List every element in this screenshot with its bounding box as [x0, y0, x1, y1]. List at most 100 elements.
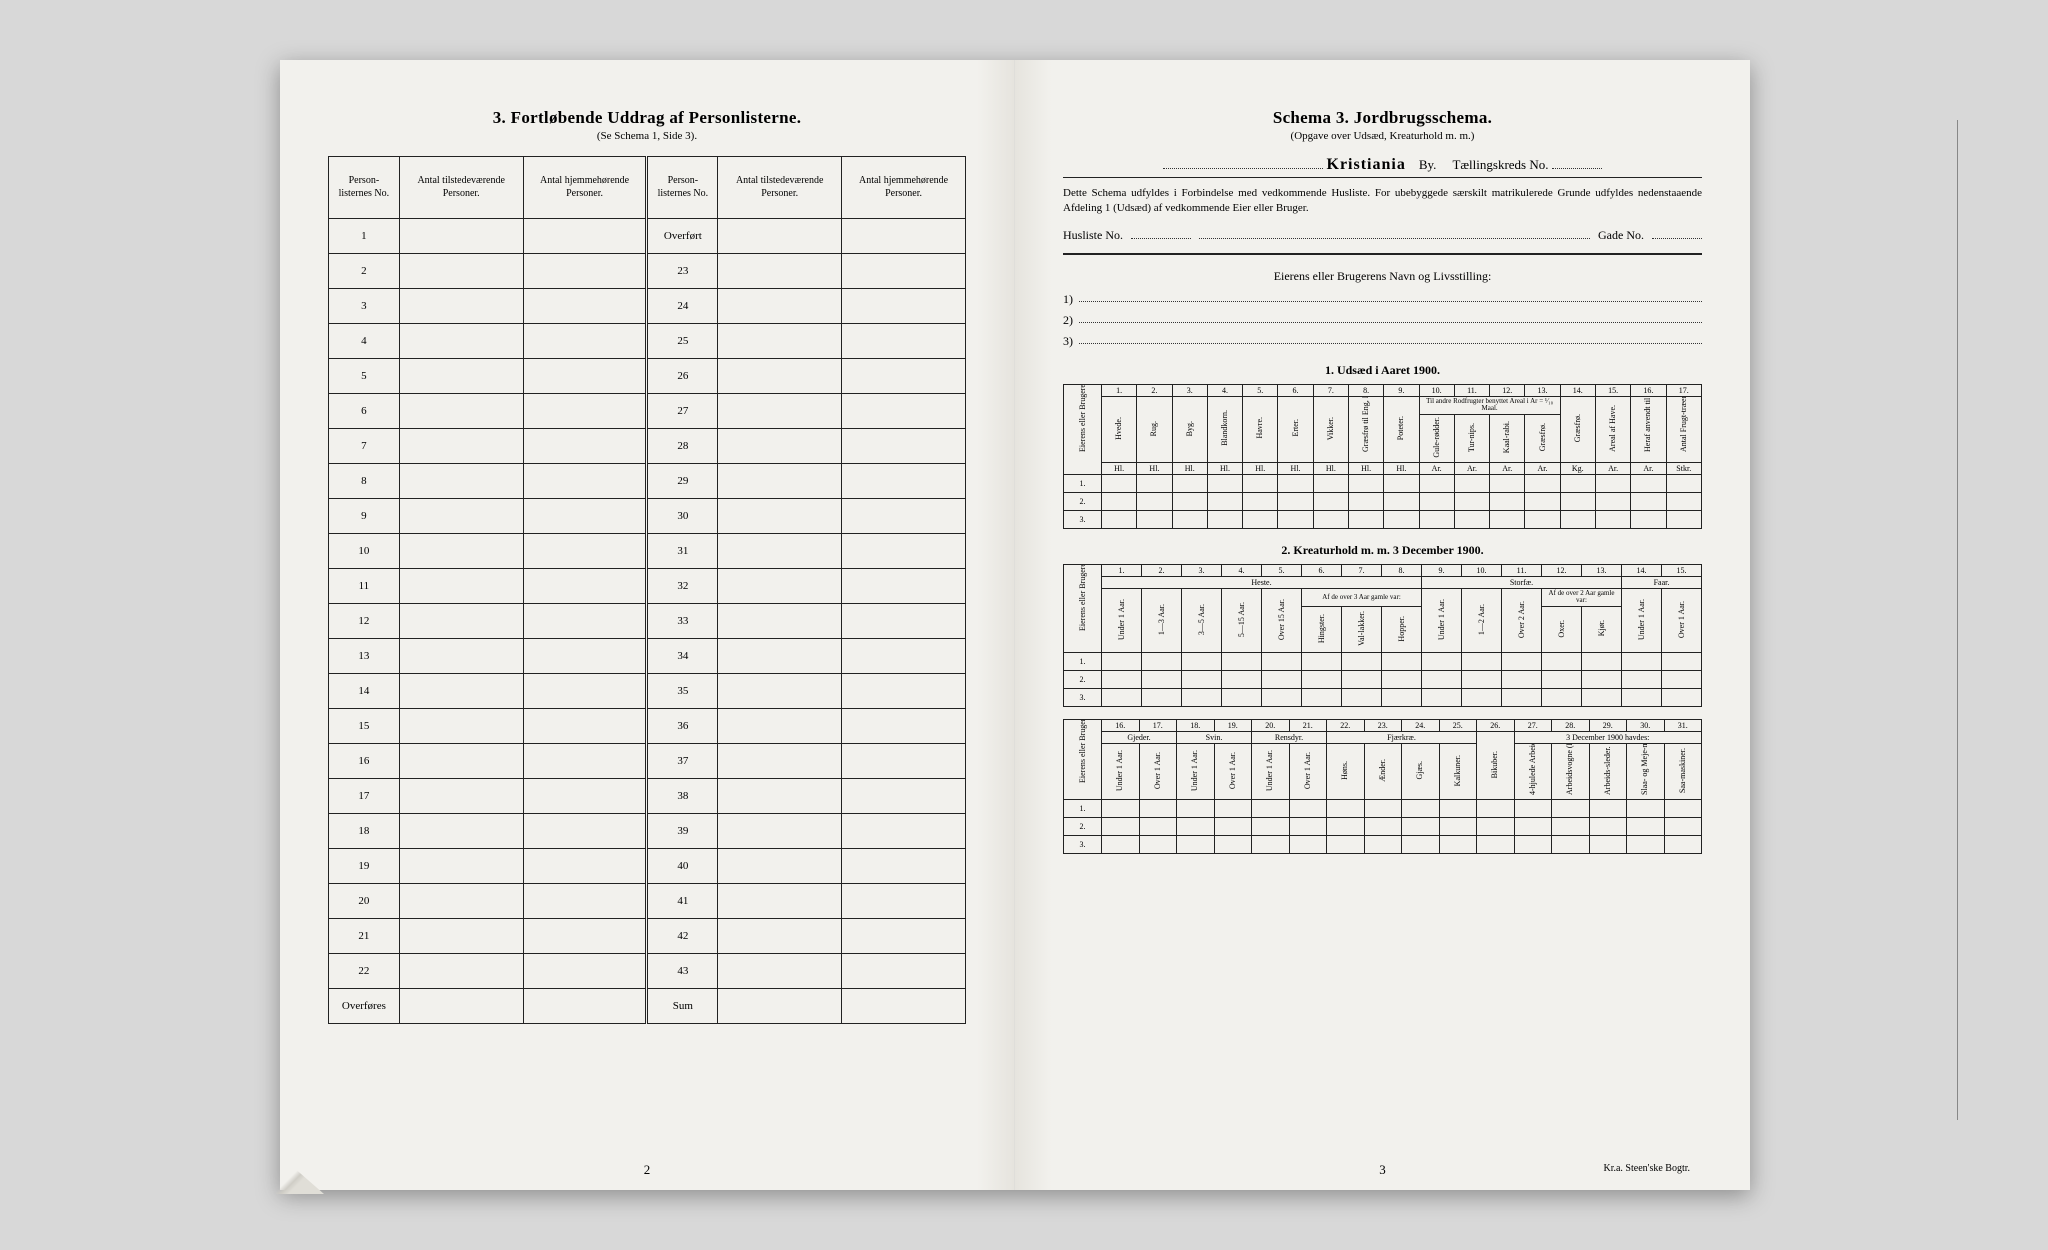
col-header: Arbeids-sleder.: [1589, 744, 1627, 800]
table-row: 3.: [1064, 836, 1702, 854]
col-number: 8.: [1382, 564, 1422, 576]
owner-heading: Eierens eller Brugerens Navn og Livsstil…: [1063, 269, 1702, 284]
col-header: 3—5 Aar.: [1182, 588, 1222, 652]
gade-label: Gade No.: [1598, 228, 1644, 243]
document-spread: 3. Fortløbende Uddrag af Personlisterne.…: [280, 60, 1750, 1190]
header-group-row: Heste.Storfæ.Faar.: [1064, 576, 1702, 588]
col-header: Antal tilstedeværende Personer.: [399, 157, 523, 219]
row-number: 32: [647, 569, 718, 604]
header-group-row: Gjeder.Svin.Rensdyr.Fjærkræ.Bikuber.3 De…: [1064, 732, 1702, 744]
col-header: Ænder.: [1364, 744, 1402, 800]
col-header: Over 2 Aar.: [1502, 588, 1542, 652]
col-number-row: Eierens eller Brugerens Numer.16.17.18.1…: [1064, 720, 1702, 732]
table-row: 14 35: [329, 674, 966, 709]
header-row: Under 1 Aar.1—3 Aar.3—5 Aar.5—15 Aar.Ove…: [1064, 588, 1702, 606]
col-header: 1—2 Aar.: [1462, 588, 1502, 652]
col-number: 31.: [1664, 720, 1702, 732]
col-header: Under 1 Aar.: [1102, 744, 1140, 800]
divider: [1063, 253, 1702, 255]
row-number: 16: [329, 744, 400, 779]
person-extract-table: Person-listernes No. Antal tilstedeværen…: [328, 156, 966, 1024]
row-number: 9: [329, 499, 400, 534]
row-number: 6: [329, 394, 400, 429]
col-header: Høns.: [1327, 744, 1365, 800]
col-header: Byg.: [1172, 396, 1207, 462]
unit-cell: Ar.: [1631, 462, 1666, 474]
section2a-table: Eierens eller Brugerens Numer.1.2.3.4.5.…: [1063, 564, 1702, 707]
col-number: 9.: [1384, 384, 1419, 396]
owner-lines: 1) 2) 3): [1063, 292, 1702, 349]
col-header: Under 1 Aar.: [1422, 588, 1462, 652]
row-number: 18: [329, 814, 400, 849]
table-row: Overføres Sum: [329, 989, 966, 1024]
col-number: 13.: [1582, 564, 1622, 576]
col-header: Rug.: [1137, 396, 1172, 462]
row-number: 1: [329, 219, 400, 254]
col-number: 16.: [1631, 384, 1666, 396]
table-row: 2 23: [329, 254, 966, 289]
col-number: 10.: [1462, 564, 1502, 576]
city-suffix: By.: [1419, 157, 1437, 172]
group-header: Storfæ.: [1422, 576, 1622, 588]
col-number: 17.: [1666, 384, 1702, 396]
col-number: 24.: [1402, 720, 1440, 732]
col-number: 16.: [1102, 720, 1140, 732]
row-number: 33: [647, 604, 718, 639]
row-number: 2.: [1064, 492, 1102, 510]
row-number: 14: [329, 674, 400, 709]
row-number: 15: [329, 709, 400, 744]
col-number: 17.: [1139, 720, 1177, 732]
col-header: Under 1 Aar.: [1622, 588, 1662, 652]
row-number: 20: [329, 884, 400, 919]
col-header: Bikuber.: [1477, 732, 1515, 800]
row-number: 22: [329, 954, 400, 989]
col-header: Val-lakker.: [1342, 607, 1382, 653]
table-row: 10 31: [329, 534, 966, 569]
group-header: Svin.: [1177, 732, 1252, 744]
owner-line-number: 2): [1063, 313, 1073, 328]
row-number: 7: [329, 429, 400, 464]
col-number: 19.: [1214, 720, 1252, 732]
col-header: Under 1 Aar.: [1177, 744, 1215, 800]
col-number: 27.: [1514, 720, 1552, 732]
col-header: Kjør.: [1582, 607, 1622, 653]
col-number: 2.: [1137, 384, 1172, 396]
row-number: 3: [329, 289, 400, 324]
header-row: Hvede.Rug.Byg.Blandkorn.Havre.Erter.Vikk…: [1064, 396, 1702, 414]
unit-cell: Stkr.: [1666, 462, 1702, 474]
col-header: Kaal-rabi.: [1490, 415, 1525, 463]
table-row: 2.: [1064, 492, 1702, 510]
owner-line: 3): [1063, 334, 1702, 349]
row-number: 26: [647, 359, 718, 394]
row-number: 25: [647, 324, 718, 359]
col-header: Blandkorn.: [1207, 396, 1242, 462]
col-header: Hopper.: [1382, 607, 1422, 653]
table-row: 1.: [1064, 800, 1702, 818]
col-number: 21.: [1289, 720, 1327, 732]
unit-cell: Kg.: [1560, 462, 1595, 474]
row-number: 35: [647, 674, 718, 709]
col-header: Havre.: [1243, 396, 1278, 462]
row-number: 17: [329, 779, 400, 814]
col-header: Over 1 Aar.: [1139, 744, 1177, 800]
table-row: 4 25: [329, 324, 966, 359]
col-header: Vikker.: [1313, 396, 1348, 462]
section1-table: Eierens eller Brugerens Numer (se ovenfo…: [1063, 384, 1702, 529]
row-number: 8: [329, 464, 400, 499]
col-header: Over 1 Aar.: [1662, 588, 1702, 652]
group-header: Fjærkræ.: [1327, 732, 1477, 744]
col-header: Kalkuner.: [1439, 744, 1477, 800]
col-header: 4-hjulede Arbeids-kjærrer.: [1514, 744, 1552, 800]
col-number: 14.: [1560, 384, 1595, 396]
owner-line: 1): [1063, 292, 1702, 307]
row-number: 40: [647, 849, 718, 884]
instructions-text: Dette Schema udfyldes i Forbindelse med …: [1063, 186, 1702, 216]
col-header: Græsfrø til Eng, Have e.l. Rodfrugter.: [1348, 396, 1383, 462]
group-header: 3 December 1900 havdes:: [1514, 732, 1702, 744]
unit-cell: Hl.: [1137, 462, 1172, 474]
subgroup-header: Af de over 3 Aar gamle var:: [1302, 588, 1422, 606]
stub-header: Eierens eller Brugerens Numer (se ovenfo…: [1064, 384, 1102, 474]
table-row: 8 29: [329, 464, 966, 499]
col-number: 15.: [1595, 384, 1630, 396]
row-number: 1.: [1064, 474, 1102, 492]
